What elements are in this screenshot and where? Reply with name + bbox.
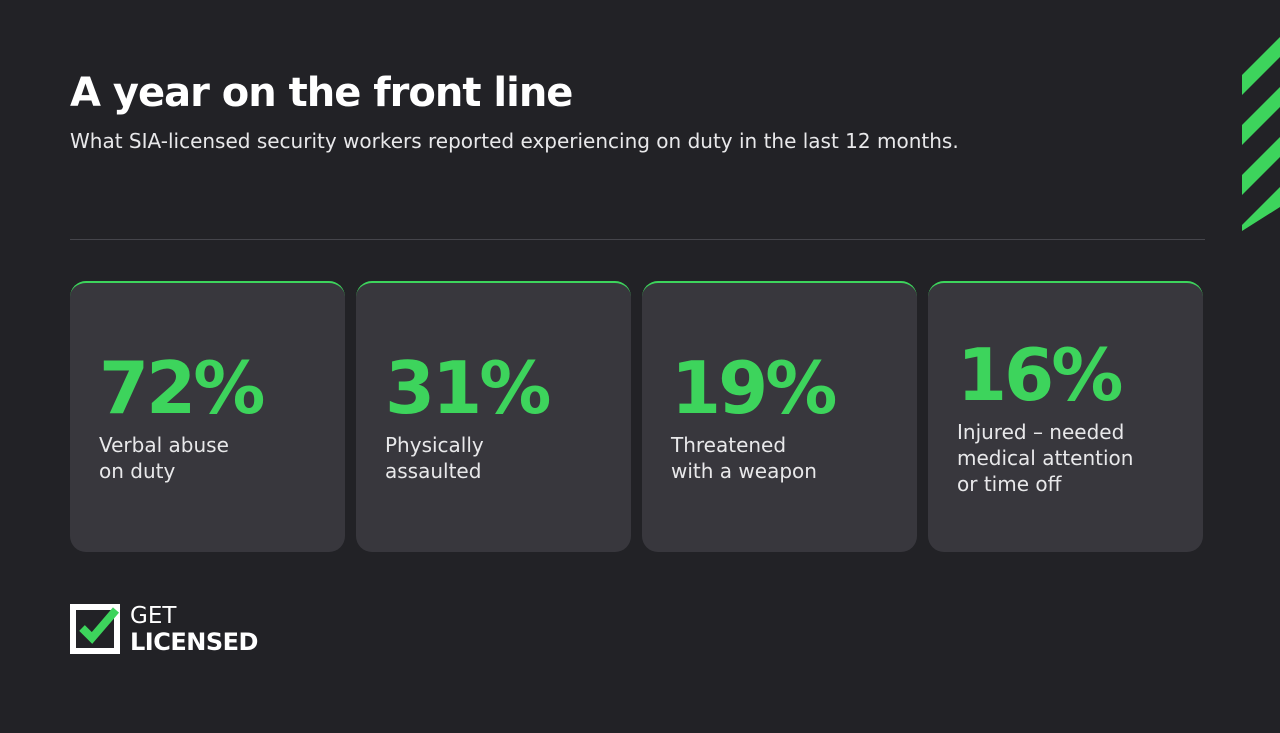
cards: 72% Verbal abuse on duty 31% Physically assau…	[70, 281, 1203, 552]
stat-value: 19%	[671, 345, 837, 430]
stat-label-line: on duty	[99, 458, 176, 483]
stat-card: 72% Verbal abuse on duty	[70, 281, 345, 552]
stat-label-line: Verbal abuse	[99, 432, 229, 457]
stat-label-line: Injured – needed	[957, 419, 1125, 444]
logo-text: GET LICENSED	[130, 603, 258, 655]
stat-label-line: Threatened	[671, 432, 787, 457]
title: A year on the front line	[70, 70, 573, 116]
stat-label-line: assaulted	[385, 458, 482, 483]
stat-value: 72%	[99, 345, 265, 430]
logo-icon	[70, 604, 120, 654]
stat-card: 16% Injured – needed medical attention or t…	[928, 281, 1203, 552]
stat-label: Verbal abuse on duty	[99, 432, 316, 484]
divider	[70, 239, 1205, 240]
stat-label: Physically assaulted	[385, 432, 602, 484]
stat-label-line: Physically	[385, 432, 484, 457]
stat-label-line: medical attention	[957, 445, 1134, 470]
logo-line: LICENSED	[130, 628, 258, 656]
logo-line: GET	[130, 603, 177, 629]
subtitle: What SIA-licensed security workers repor…	[70, 129, 959, 153]
decor-stripes	[1242, 37, 1280, 231]
stat-value: 31%	[385, 345, 551, 430]
stat-label-line: or time off	[957, 471, 1062, 496]
stat-card: 19% Threatened with a weapon	[642, 281, 917, 552]
stat-label: Injured – needed medical attention or time…	[957, 419, 1174, 497]
stat-value: 16%	[957, 332, 1123, 417]
stat-label: Threatened with a weapon	[671, 432, 888, 484]
stat-card: 31% Physically assaulted	[356, 281, 631, 552]
logo: GET LICENSED	[70, 603, 258, 655]
stat-label-line: with a weapon	[671, 458, 817, 483]
